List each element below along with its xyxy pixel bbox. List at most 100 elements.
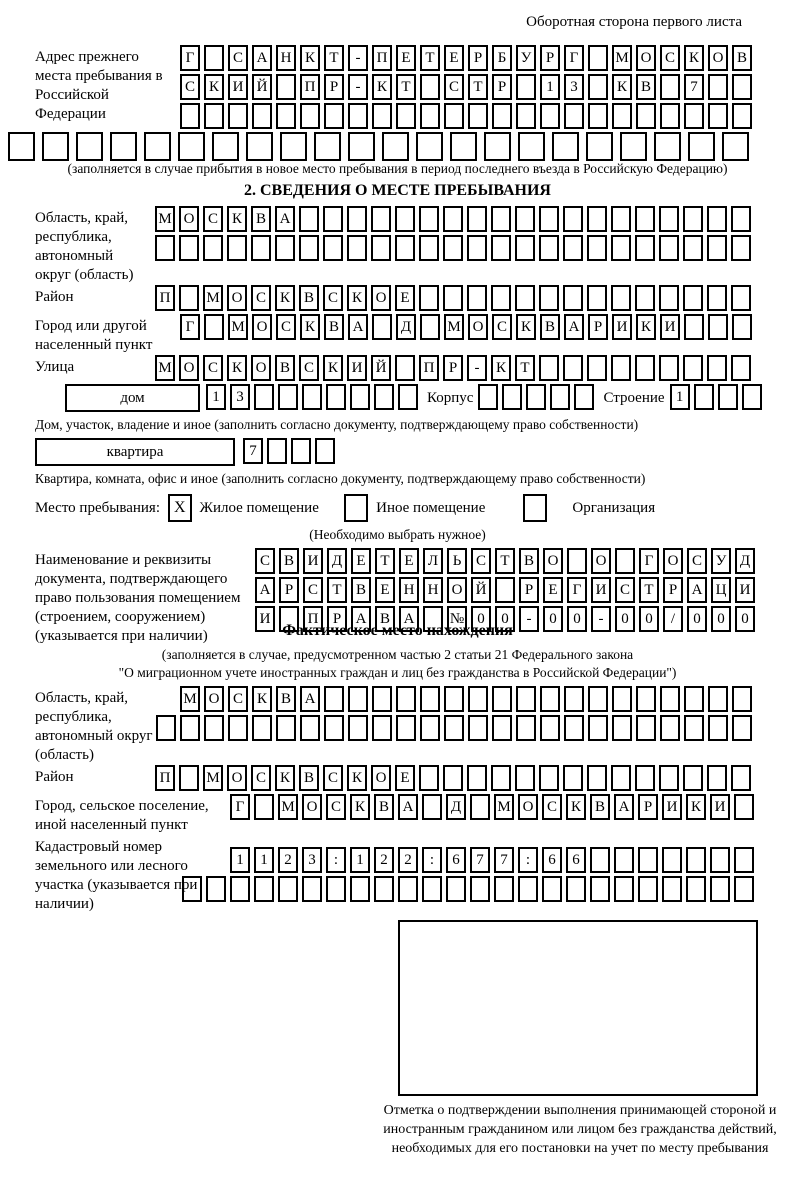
char-cell: К (372, 74, 392, 100)
char-cell (587, 235, 607, 261)
char-cell: П (155, 765, 175, 791)
char-cell (563, 206, 583, 232)
char-cell: В (732, 45, 752, 71)
char-cell: Р (519, 577, 539, 603)
char-cell: Р (492, 74, 512, 100)
char-cell: Л (423, 548, 443, 574)
char-cell: Г (639, 548, 659, 574)
char-cell: : (422, 847, 442, 873)
char-cell (206, 876, 226, 902)
char-cell (276, 103, 296, 129)
char-cell (212, 132, 239, 161)
char-cell (204, 45, 224, 71)
char-cell: К (300, 45, 320, 71)
char-cell (156, 715, 176, 741)
char-cell (276, 715, 296, 741)
char-cell: С (492, 314, 512, 340)
house-box-label: дом (65, 384, 200, 412)
char-cell: 0 (639, 606, 659, 632)
char-cell (419, 765, 439, 791)
char-cell: К (686, 794, 706, 820)
char-cell (717, 384, 738, 410)
char-cell: В (324, 314, 344, 340)
char-cell (539, 235, 559, 261)
char-cell (635, 355, 655, 381)
char-cell: Р (443, 355, 463, 381)
char-cell: О (371, 765, 391, 791)
char-cell (708, 314, 728, 340)
char-cell: С (687, 548, 707, 574)
char-cell: Е (351, 548, 371, 574)
char-cell (707, 285, 727, 311)
char-cell (684, 686, 704, 712)
district-label: Район (35, 289, 74, 305)
char-cell (444, 686, 464, 712)
korpus-label: Корпус (427, 390, 474, 406)
char-cell: 3 (230, 384, 250, 410)
char-cell (590, 847, 610, 873)
stay-type-label: Место пребывания: (35, 500, 160, 516)
char-cell (300, 715, 320, 741)
char-cell (180, 715, 200, 741)
char-cell: И (228, 74, 248, 100)
char-cell (395, 206, 415, 232)
char-cell: В (540, 314, 560, 340)
char-cell: И (303, 548, 323, 574)
char-cell (419, 206, 439, 232)
char-cell (683, 235, 703, 261)
char-cell: И (591, 577, 611, 603)
char-cell: 0 (711, 606, 731, 632)
char-cell: Р (327, 606, 347, 632)
char-cell (492, 103, 512, 129)
char-cell: 0 (687, 606, 707, 632)
char-cell: А (564, 314, 584, 340)
char-cell (587, 285, 607, 311)
char-cell: К (275, 765, 295, 791)
char-cell (587, 355, 607, 381)
char-cell: М (155, 206, 175, 232)
char-cell: О (251, 355, 271, 381)
char-cell: 1 (540, 74, 560, 100)
char-cell (660, 74, 680, 100)
char-cell (683, 285, 703, 311)
char-cell (636, 686, 656, 712)
document-group: Наименование и реквизиты документа, подт… (35, 548, 760, 646)
char-cell (326, 384, 346, 410)
char-cell: А (398, 794, 418, 820)
char-cell: - (348, 45, 368, 71)
char-cell: С (615, 577, 635, 603)
char-cell: О (252, 314, 272, 340)
char-cell (588, 103, 608, 129)
char-cell: С (660, 45, 680, 71)
char-cell (302, 876, 322, 902)
char-cell (684, 103, 704, 129)
char-cell (324, 686, 344, 712)
char-cell: Е (395, 285, 415, 311)
char-cell (526, 384, 547, 410)
char-cell: 6 (446, 847, 466, 873)
stay-type-checkbox-other (344, 494, 369, 522)
char-cell: К (252, 686, 272, 712)
char-cell (636, 715, 656, 741)
char-cell (731, 355, 751, 381)
char-cell (586, 132, 613, 161)
char-cell: Р (588, 314, 608, 340)
char-cell: Р (468, 45, 488, 71)
char-cell: 2 (398, 847, 418, 873)
char-cell: М (203, 285, 223, 311)
char-cell: С (542, 794, 562, 820)
char-cell (178, 132, 205, 161)
char-cell (230, 876, 250, 902)
char-cell (467, 206, 487, 232)
section2-title: 2. СВЕДЕНИЯ О МЕСТЕ ПРЕБЫВАНИЯ (244, 182, 551, 199)
char-cell (416, 132, 443, 161)
char-cell: В (636, 74, 656, 100)
char-cell: К (204, 74, 224, 100)
char-cell: И (710, 794, 730, 820)
char-cell: К (347, 285, 367, 311)
char-cell (563, 285, 583, 311)
cadastral-label: Кадастровый номер земельного или лесного… (35, 839, 198, 912)
char-cell (683, 206, 703, 232)
